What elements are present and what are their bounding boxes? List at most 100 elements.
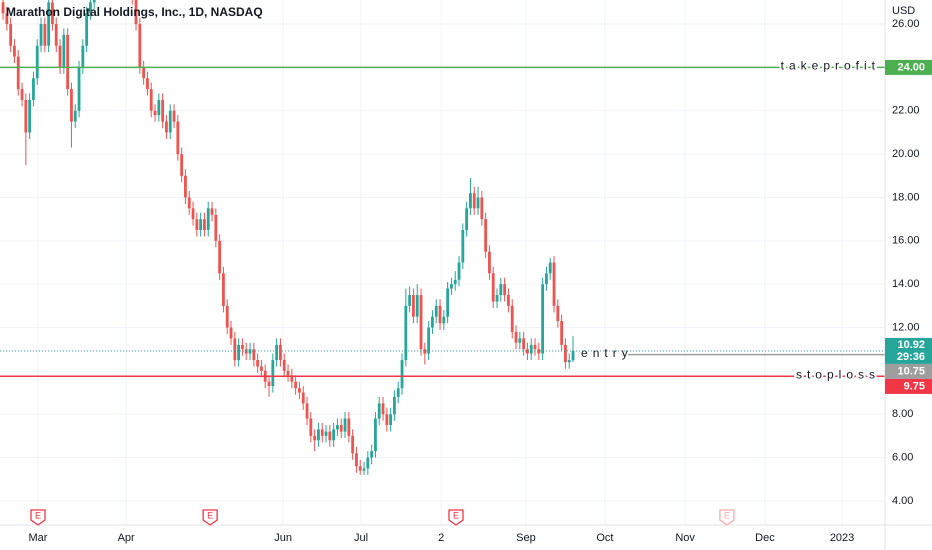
candle-body bbox=[499, 284, 503, 296]
price-box bbox=[885, 378, 932, 394]
candle-body bbox=[324, 431, 328, 436]
candle-body bbox=[58, 45, 62, 68]
candle-body bbox=[408, 295, 412, 306]
candle-body bbox=[165, 121, 168, 133]
candle-body bbox=[24, 99, 28, 133]
candle-body bbox=[370, 451, 374, 458]
candle-body bbox=[153, 110, 157, 116]
candle-body bbox=[343, 418, 347, 432]
earnings-label: E bbox=[724, 510, 730, 520]
currency: USD bbox=[892, 5, 915, 17]
earnings-shape bbox=[719, 509, 735, 526]
candle-body bbox=[533, 344, 537, 350]
candle-body bbox=[537, 349, 541, 354]
candle-body bbox=[92, 0, 96, 3]
candle-body bbox=[43, 24, 47, 46]
candle-body bbox=[415, 295, 419, 317]
price-box-label: 10.75 bbox=[897, 365, 925, 377]
y-tick-label: 22.00 bbox=[892, 105, 920, 117]
candle-body bbox=[134, 0, 138, 25]
candle-body bbox=[431, 316, 434, 328]
candle-body bbox=[491, 273, 495, 302]
price-box-label: 24.00 bbox=[897, 61, 925, 73]
candle-body bbox=[461, 229, 465, 263]
candle-body bbox=[457, 262, 461, 280]
candle-body bbox=[355, 453, 358, 467]
price-box bbox=[885, 337, 932, 364]
candle-body bbox=[427, 327, 431, 354]
candle-body bbox=[514, 331, 518, 343]
candle-body bbox=[442, 316, 446, 324]
candle-body bbox=[199, 219, 203, 230]
candle-body bbox=[180, 154, 184, 176]
candle-body bbox=[298, 388, 301, 393]
candle-body bbox=[571, 350, 575, 361]
earnings-marker: E bbox=[30, 509, 46, 526]
y-tick-label: 8.00 bbox=[892, 408, 913, 420]
price-box bbox=[885, 59, 932, 75]
candle-body bbox=[290, 375, 294, 382]
candle-body bbox=[275, 344, 279, 361]
candle-body bbox=[218, 240, 222, 274]
candle-body bbox=[184, 175, 187, 198]
candle-body bbox=[309, 418, 313, 436]
candle-body bbox=[294, 381, 298, 389]
x-tick-label: Apr bbox=[118, 532, 135, 544]
x-tick-label: Nov bbox=[675, 532, 695, 544]
candle-body bbox=[5, 13, 9, 25]
candle-body bbox=[434, 305, 438, 317]
candle-body bbox=[20, 89, 24, 100]
candle-body bbox=[187, 197, 191, 209]
candle-body bbox=[332, 429, 336, 441]
candle-body bbox=[70, 89, 73, 122]
candle-body bbox=[488, 251, 491, 274]
y-tick-label: 18.00 bbox=[892, 191, 920, 203]
candle-body bbox=[51, 2, 54, 25]
y-tick-label: 6.00 bbox=[892, 451, 913, 463]
candle-body bbox=[138, 24, 142, 68]
x-tick-label: Dec bbox=[755, 532, 775, 544]
candle-body bbox=[564, 344, 567, 363]
candle-body bbox=[157, 99, 161, 116]
candle-body bbox=[465, 208, 469, 230]
candle-body bbox=[472, 193, 476, 209]
candle-body bbox=[567, 360, 571, 363]
x-tick-label: 2 bbox=[438, 532, 444, 544]
candle-body bbox=[510, 305, 514, 332]
candle-body bbox=[81, 45, 85, 68]
candle-body bbox=[176, 121, 180, 155]
earnings-label: E bbox=[453, 510, 459, 520]
candle-body bbox=[480, 197, 484, 220]
candle-body bbox=[377, 403, 381, 419]
candle-body bbox=[252, 349, 256, 361]
candle-body bbox=[233, 338, 237, 361]
candle-body bbox=[305, 403, 309, 419]
candle-body bbox=[484, 219, 488, 252]
candle-body bbox=[412, 295, 415, 317]
candle-body bbox=[453, 279, 457, 285]
candle-body bbox=[389, 414, 393, 426]
candle-body bbox=[195, 219, 199, 230]
candle-body bbox=[203, 219, 206, 230]
candle-body bbox=[142, 67, 146, 79]
candle-body bbox=[13, 45, 16, 57]
candle-body bbox=[529, 344, 533, 354]
candle-body bbox=[381, 403, 385, 415]
candle-body bbox=[271, 360, 275, 387]
candle-body bbox=[476, 197, 480, 209]
candle-body bbox=[206, 208, 210, 230]
candle-body bbox=[301, 392, 305, 404]
countdown-label: 29:36 bbox=[897, 351, 925, 363]
y-tick-label: 16.00 bbox=[892, 235, 920, 247]
candle-body bbox=[28, 99, 32, 133]
candle-body bbox=[328, 431, 332, 441]
earnings-label: E bbox=[35, 510, 41, 520]
candle-body bbox=[400, 360, 404, 389]
candle-body bbox=[214, 214, 218, 241]
candle-body bbox=[16, 56, 20, 90]
candle-body bbox=[62, 34, 66, 68]
candle-body bbox=[336, 425, 339, 430]
candle-body bbox=[32, 78, 35, 100]
candle-body bbox=[146, 78, 149, 90]
